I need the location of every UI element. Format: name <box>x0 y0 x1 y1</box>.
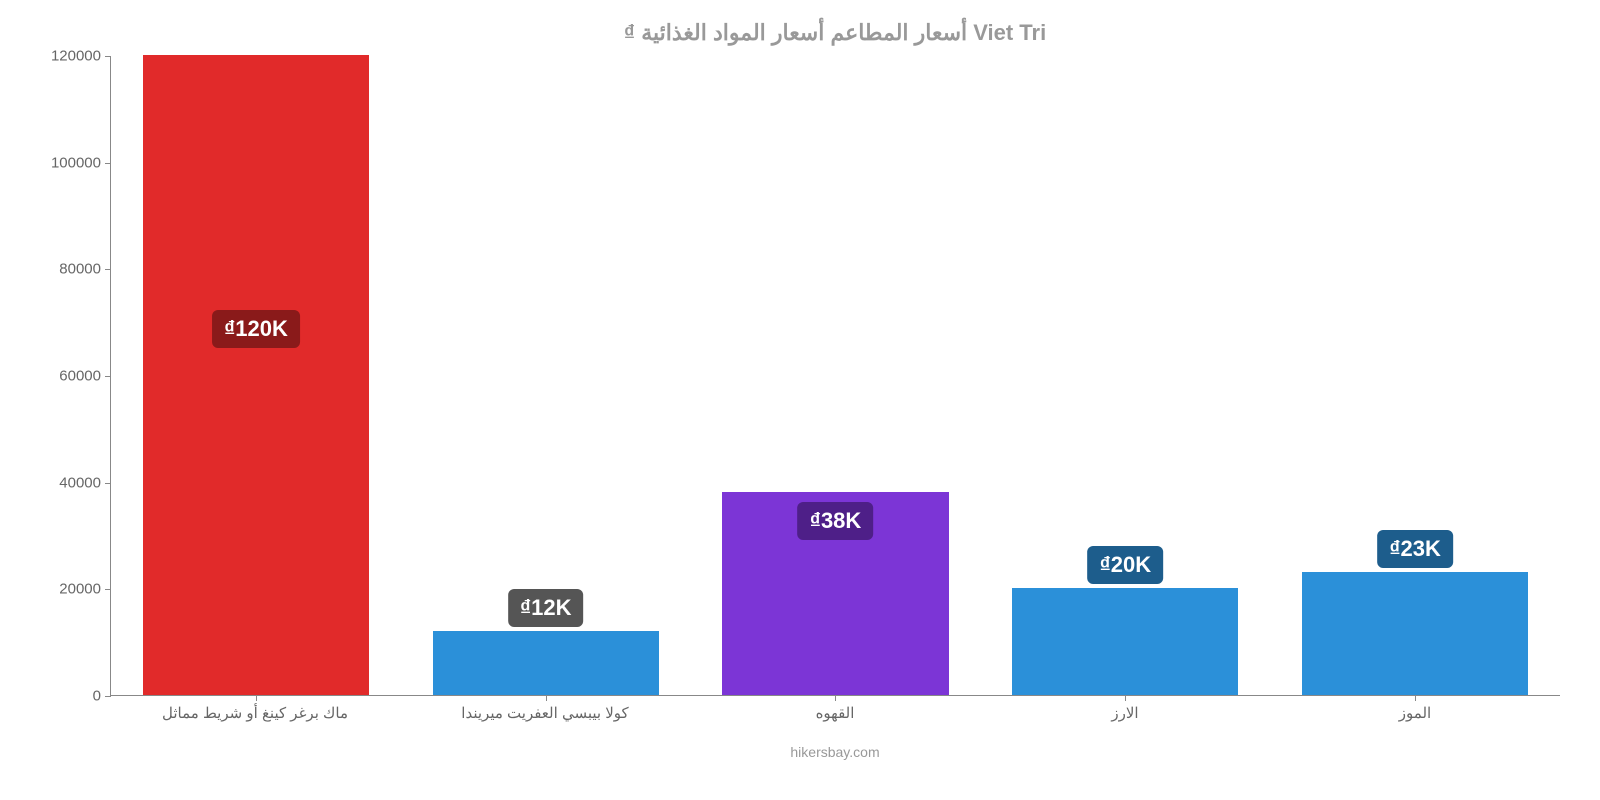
y-tick-mark <box>105 376 111 377</box>
bar-slot: ₫12K <box>401 56 691 695</box>
bar-value-label: ₫12K <box>508 589 584 627</box>
x-tick-mark <box>835 695 836 701</box>
plot-area: 020000400006000080000100000120000 ₫120K₫… <box>110 56 1560 696</box>
chart-title: ₫ أسعار المطاعم أسعار المواد الغذائية Vi… <box>110 20 1560 46</box>
y-tick-mark <box>105 696 111 697</box>
x-axis-label: الموز <box>1270 704 1560 722</box>
y-tick-mark <box>105 163 111 164</box>
x-axis-labels: ماك برغر كينغ أو شريط مماثلكولا بيبسي ال… <box>110 704 1560 722</box>
x-axis-label: كولا بيبسي العفريت ميريندا <box>400 704 690 722</box>
bar-slot: ₫120K <box>111 56 401 695</box>
bar-value-label: ₫120K <box>212 310 300 348</box>
bar: ₫38K <box>722 492 948 695</box>
y-axis: 020000400006000080000100000120000 <box>31 56 101 695</box>
bar: ₫23K <box>1302 572 1528 695</box>
y-tick-label: 40000 <box>31 474 101 491</box>
y-tick-label: 100000 <box>31 154 101 171</box>
bar: ₫12K <box>433 631 659 695</box>
y-tick-mark <box>105 483 111 484</box>
bar-slot: ₫20K <box>980 56 1270 695</box>
y-tick-label: 20000 <box>31 581 101 598</box>
bar-slot: ₫38K <box>691 56 981 695</box>
bar-value-label: ₫23K <box>1377 530 1453 568</box>
x-axis-label: ماك برغر كينغ أو شريط مماثل <box>110 704 400 722</box>
bar: ₫20K <box>1012 588 1238 695</box>
x-tick-mark <box>1415 695 1416 701</box>
x-tick-mark <box>546 695 547 701</box>
y-tick-label: 60000 <box>31 368 101 385</box>
x-tick-mark <box>1125 695 1126 701</box>
x-tick-mark <box>256 695 257 701</box>
credit-text: hikersbay.com <box>110 744 1560 760</box>
price-bar-chart: ₫ أسعار المطاعم أسعار المواد الغذائية Vi… <box>0 0 1600 800</box>
bars-row: ₫120K ₫12K ₫38K ₫20K ₫23K <box>111 56 1560 695</box>
bar-value-label: ₫20K <box>1087 546 1163 584</box>
bar-value-label: ₫38K <box>798 502 874 540</box>
y-tick-label: 120000 <box>31 48 101 65</box>
x-axis-label: الارز <box>980 704 1270 722</box>
y-tick-mark <box>105 269 111 270</box>
y-tick-label: 0 <box>31 688 101 705</box>
bar: ₫120K <box>143 55 369 695</box>
y-tick-mark <box>105 56 111 57</box>
y-tick-label: 80000 <box>31 261 101 278</box>
y-tick-mark <box>105 589 111 590</box>
x-axis-label: القهوه <box>690 704 980 722</box>
bar-slot: ₫23K <box>1270 56 1560 695</box>
